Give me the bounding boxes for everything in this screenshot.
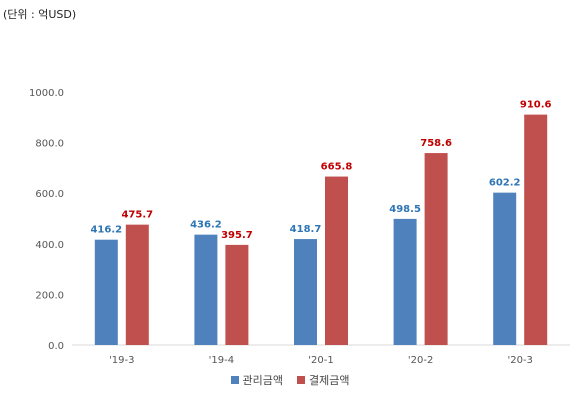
bar-series-1	[225, 244, 249, 345]
x-tick-label: '19-3	[109, 355, 134, 366]
unit-label: (단위 : 억USD)	[3, 8, 77, 21]
bar-series-1	[325, 176, 348, 345]
y-tick-label: 800.0	[35, 139, 64, 150]
data-label: 758.6	[420, 138, 452, 149]
y-tick-label: 400.0	[35, 240, 64, 251]
x-tick-label: '20-3	[507, 355, 532, 366]
x-tick-label: '19-4	[209, 355, 234, 366]
data-label: 395.7	[221, 230, 253, 241]
data-label: 665.8	[321, 162, 353, 173]
bar-series-0	[294, 239, 317, 345]
bar-series-1	[524, 114, 548, 346]
y-tick-label: 0.0	[48, 341, 64, 352]
x-tick-label: '20-1	[308, 355, 333, 366]
bar-series-1	[125, 224, 149, 345]
y-tick-label: 1000.0	[29, 88, 64, 99]
legend-item-series-0: 관리금액	[230, 372, 283, 388]
x-tick-label: '20-2	[408, 355, 433, 366]
y-tick-label: 600.0	[35, 189, 64, 200]
data-label: 418.7	[290, 224, 322, 235]
bar-series-0	[194, 234, 218, 345]
legend: 관리금액 결제금액	[0, 372, 580, 388]
data-label: 475.7	[121, 210, 153, 221]
data-label: 416.2	[90, 225, 122, 236]
data-label: 436.2	[190, 220, 222, 231]
legend-swatch	[297, 376, 305, 384]
y-tick-label: 200.0	[35, 290, 64, 301]
legend-label: 결제금액	[309, 374, 350, 387]
data-label: 498.5	[389, 204, 421, 215]
data-label: 602.2	[489, 178, 521, 189]
data-label: 910.6	[520, 100, 552, 111]
legend-item-series-1: 결제금액	[297, 372, 349, 388]
bar-series-0	[393, 218, 417, 345]
legend-swatch	[230, 376, 239, 384]
bar-series-1	[424, 153, 448, 345]
bar-series-0	[493, 192, 517, 345]
bar-series-0	[94, 239, 118, 345]
legend-label: 관리금액	[242, 374, 283, 387]
